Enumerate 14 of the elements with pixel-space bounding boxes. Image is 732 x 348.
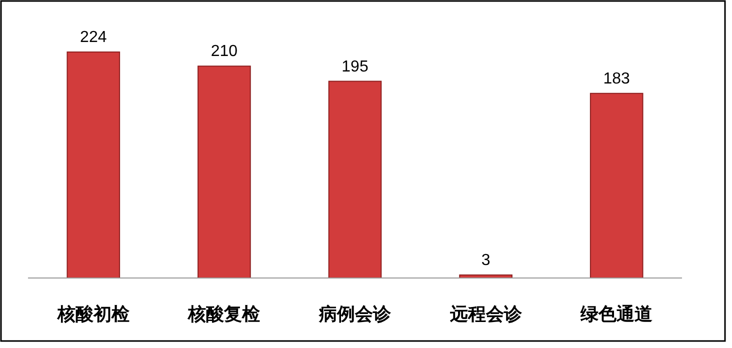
x-tick-label: 核酸初检 — [56, 304, 130, 325]
x-tick-label: 病例会诊 — [318, 304, 392, 325]
data-label: 210 — [210, 43, 238, 60]
x-tick-label: 绿色通道 — [580, 304, 653, 325]
bar — [590, 92, 644, 278]
bar — [328, 80, 382, 278]
bar — [198, 66, 251, 278]
bar — [66, 52, 120, 278]
data-label: 183 — [603, 70, 630, 88]
data-label: 224 — [80, 29, 107, 46]
data-label: 3 — [481, 252, 490, 269]
x-tick-label: 核酸复检 — [187, 304, 262, 325]
data-label: 195 — [342, 58, 368, 76]
x-tick-label: 远程会诊 — [448, 304, 523, 325]
